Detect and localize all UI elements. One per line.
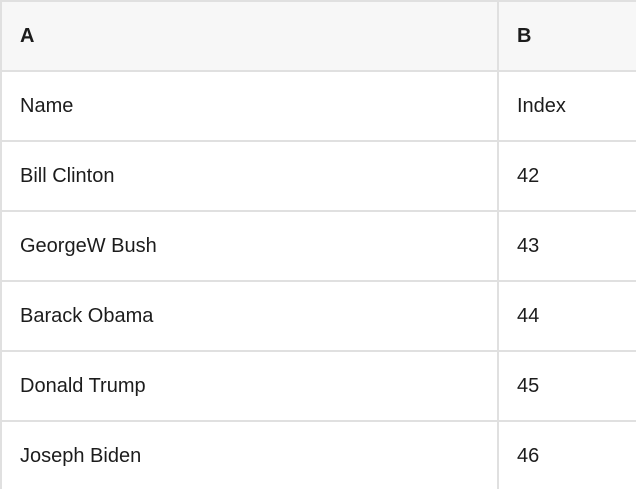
table-row: GeorgeW Bush 43 xyxy=(0,210,636,282)
cell-a[interactable]: Name xyxy=(0,70,499,142)
cell-b[interactable]: 44 xyxy=(497,280,636,352)
cell-a[interactable]: GeorgeW Bush xyxy=(0,210,499,282)
cell-b[interactable]: 46 xyxy=(497,420,636,489)
table-row: Joseph Biden 46 xyxy=(0,420,636,489)
cell-b[interactable]: 45 xyxy=(497,350,636,422)
column-header-b[interactable]: B xyxy=(497,0,636,72)
table-row: Name Index xyxy=(0,70,636,142)
cell-b[interactable]: 42 xyxy=(497,140,636,212)
table-row: Barack Obama 44 xyxy=(0,280,636,352)
cell-b[interactable]: Index xyxy=(497,70,636,142)
cell-a[interactable]: Bill Clinton xyxy=(0,140,499,212)
table-row: Bill Clinton 42 xyxy=(0,140,636,212)
cell-b[interactable]: 43 xyxy=(497,210,636,282)
table-header-row: A B xyxy=(0,0,636,72)
table-body: Name Index Bill Clinton 42 GeorgeW Bush 43 Bar… xyxy=(0,70,636,489)
cell-a[interactable]: Joseph Biden xyxy=(0,420,499,489)
cell-a[interactable]: Barack Obama xyxy=(0,280,499,352)
table-row: Donald Trump 45 xyxy=(0,350,636,422)
column-header-a[interactable]: A xyxy=(0,0,499,72)
cell-a[interactable]: Donald Trump xyxy=(0,350,499,422)
